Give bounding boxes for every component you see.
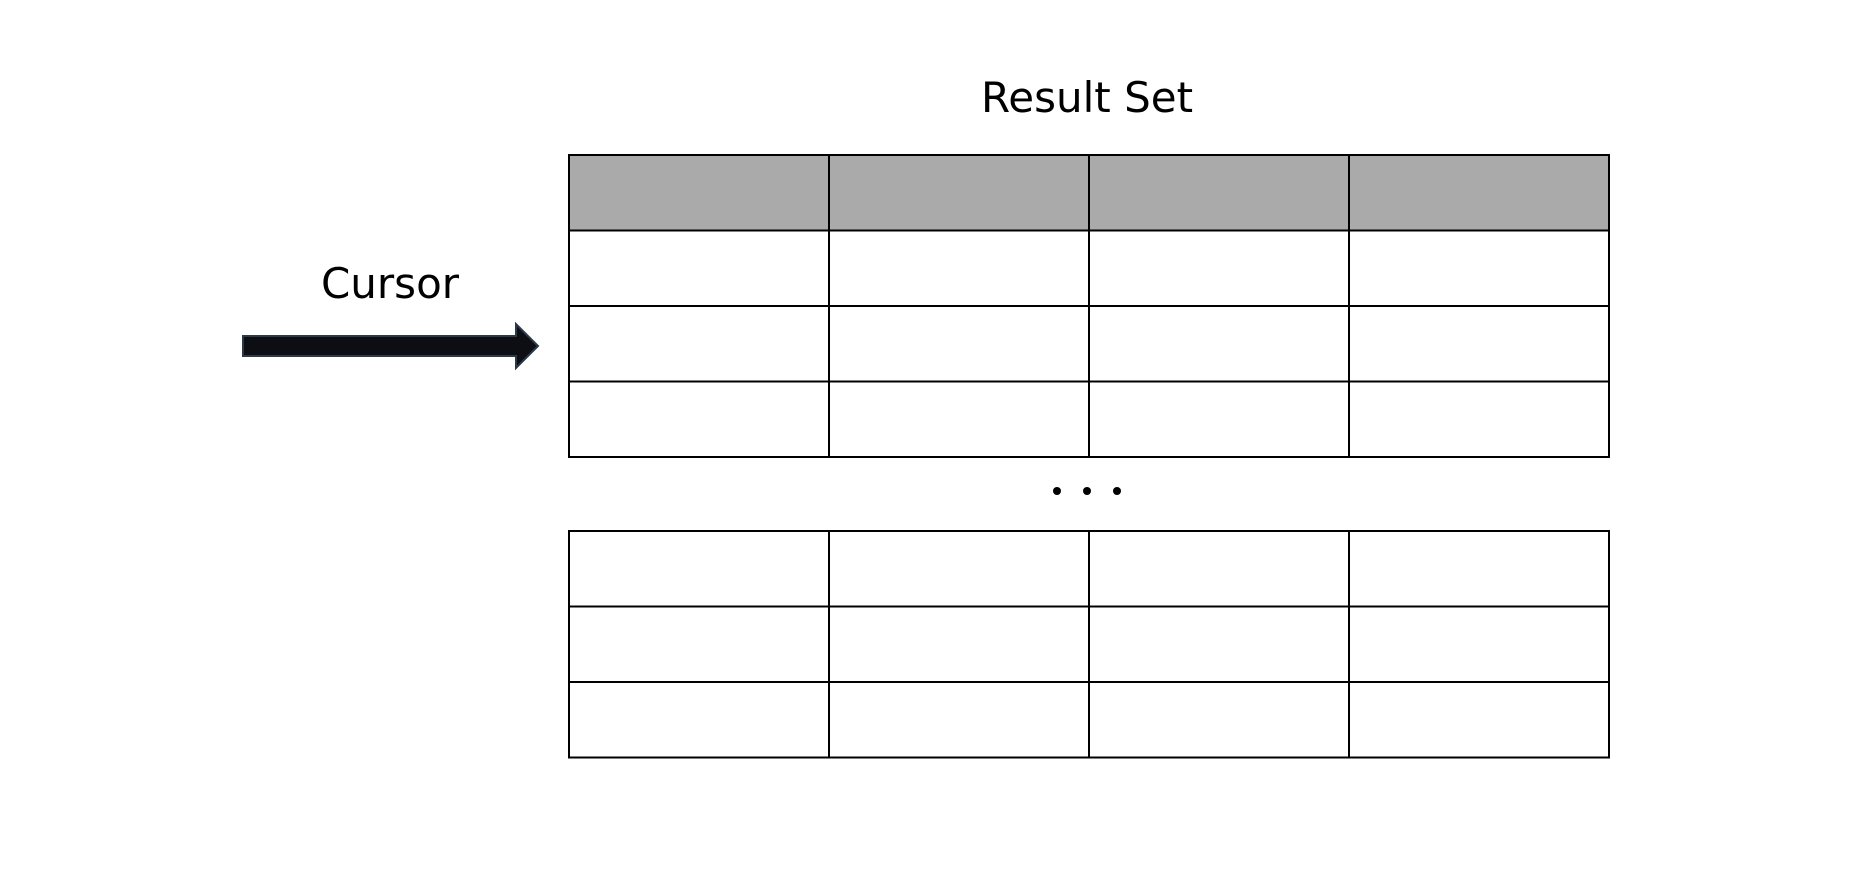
table-cell [1348,530,1610,608]
table-row [568,305,1610,383]
table-cell [1088,380,1350,458]
table-header-cell [568,154,830,232]
result-table-top-block [568,154,1610,458]
table-header-row [568,154,1610,232]
table-header-cell [1348,154,1610,232]
table-row [568,605,1610,683]
cursor-arrow-icon [242,321,540,371]
table-cell [1348,605,1610,683]
table-cell [828,605,1090,683]
table-cell [1348,229,1610,307]
table-cell [828,305,1090,383]
ellipsis-dot [1113,487,1121,495]
table-row [568,380,1610,458]
table-cell [1088,681,1350,759]
table-cell [1088,229,1350,307]
table-cell [1088,530,1350,608]
table-row [568,681,1610,759]
table-cell [568,530,830,608]
cursor-label: Cursor [321,259,460,308]
table-row [568,530,1610,608]
table-cell [568,229,830,307]
ellipsis-dot [1053,487,1061,495]
table-cell [828,229,1090,307]
table-cell [1088,605,1350,683]
table-cell [828,530,1090,608]
table-cell [568,681,830,759]
table-header-cell [1088,154,1350,232]
table-cell [1348,305,1610,383]
table-cell [1348,380,1610,458]
table-cell [828,681,1090,759]
result-set-title: Result Set [981,73,1193,122]
ellipsis-dot [1083,487,1091,495]
table-cell [568,605,830,683]
table-header-cell [828,154,1090,232]
table-cell [1348,681,1610,759]
table-cell [568,305,830,383]
table-cell [1088,305,1350,383]
table-row [568,229,1610,307]
result-table-bottom-block [568,530,1610,759]
table-cell [568,380,830,458]
ellipsis-indicator: ... [1053,487,1121,495]
table-cell [828,380,1090,458]
